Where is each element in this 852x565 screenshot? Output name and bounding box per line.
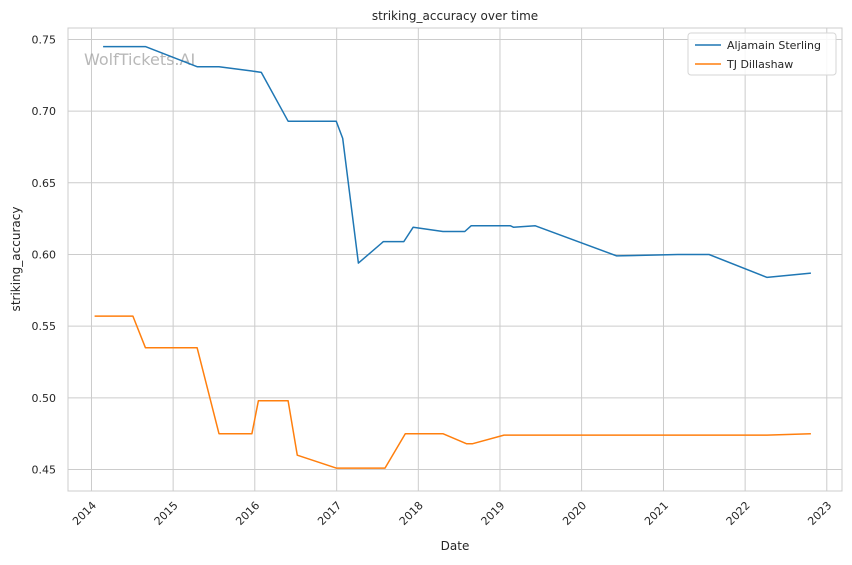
series-layer bbox=[94, 45, 811, 469]
y-axis-label: striking_accuracy bbox=[9, 207, 23, 312]
x-axis-label: Date bbox=[441, 539, 470, 553]
legend-label-aljamain-sterling: Aljamain Sterling bbox=[727, 39, 821, 52]
series-line-tj-dillashaw bbox=[94, 315, 811, 469]
y-tick-label: 0.60 bbox=[32, 248, 57, 261]
grid-layer bbox=[68, 28, 842, 491]
legend-box bbox=[687, 32, 837, 76]
plot-frame bbox=[67, 27, 843, 492]
y-tick-label: 0.75 bbox=[32, 33, 57, 46]
chart-title: striking_accuracy over time bbox=[372, 9, 538, 23]
legend-label-tj-dillashaw: TJ Dillashaw bbox=[726, 58, 793, 71]
y-tick-label: 0.65 bbox=[32, 177, 57, 190]
y-tick-label: 0.55 bbox=[32, 320, 57, 333]
y-tick-label: 0.50 bbox=[32, 392, 57, 405]
y-axis-ticks: 0.45 0.50 0.55 0.60 0.65 0.70 0.75 bbox=[32, 33, 57, 476]
legend: Aljamain Sterling TJ Dillashaw bbox=[687, 32, 837, 76]
y-tick-label: 0.45 bbox=[32, 463, 57, 476]
series-line-aljamain-sterling bbox=[103, 45, 811, 279]
y-tick-label: 0.70 bbox=[32, 105, 57, 118]
